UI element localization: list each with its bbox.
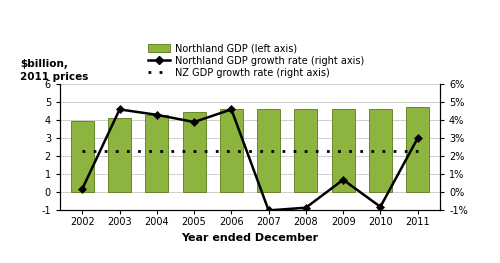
Bar (71, 121, 94, 192)
Bar (257, 109, 280, 192)
X-axis label: Year ended December: Year ended December (182, 233, 318, 243)
Bar (369, 109, 392, 192)
Bar (406, 107, 429, 192)
Text: $billion,
2011 prices: $billion, 2011 prices (20, 59, 88, 82)
Bar (220, 109, 243, 192)
Bar (294, 109, 318, 192)
Legend: Northland GDP (left axis), Northland GDP growth rate (right axis), NZ GDP growth: Northland GDP (left axis), Northland GDP… (148, 43, 364, 78)
Bar (182, 112, 206, 192)
Bar (332, 109, 354, 192)
Bar (108, 118, 131, 192)
Bar (146, 115, 169, 192)
